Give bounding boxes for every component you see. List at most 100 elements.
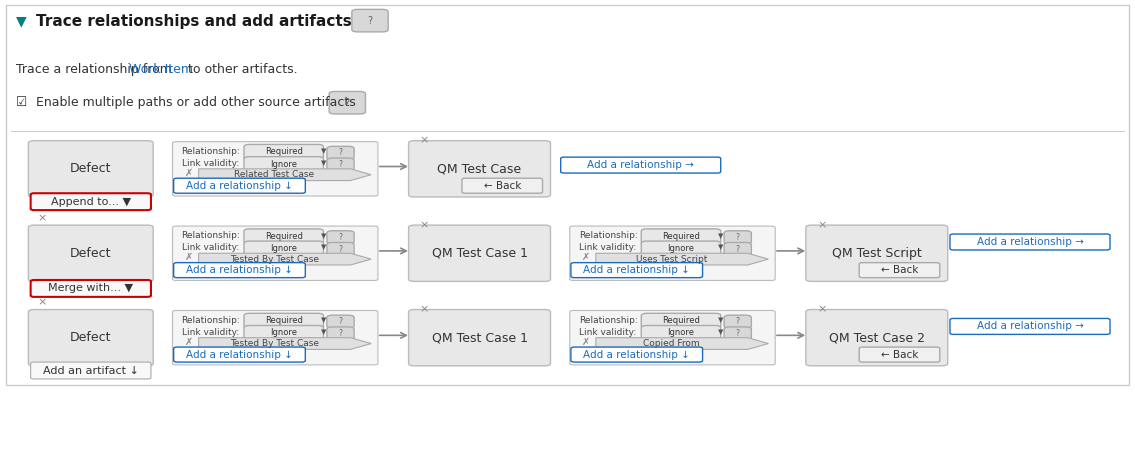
Text: QM Test Case: QM Test Case — [437, 162, 522, 175]
FancyBboxPatch shape — [327, 327, 354, 340]
Text: ▼: ▼ — [321, 233, 327, 239]
FancyBboxPatch shape — [28, 310, 153, 366]
Text: Tested By Test Case: Tested By Test Case — [230, 339, 319, 348]
Text: Ignore: Ignore — [270, 244, 297, 253]
FancyBboxPatch shape — [724, 242, 751, 256]
FancyBboxPatch shape — [244, 325, 323, 340]
Text: Ignore: Ignore — [270, 328, 297, 338]
Text: Uses Test Script: Uses Test Script — [636, 255, 707, 264]
FancyBboxPatch shape — [641, 229, 721, 244]
FancyBboxPatch shape — [28, 225, 153, 281]
FancyBboxPatch shape — [327, 231, 354, 244]
FancyBboxPatch shape — [724, 327, 751, 340]
FancyBboxPatch shape — [31, 280, 151, 297]
Text: ?: ? — [735, 233, 740, 242]
Text: Add a relationship ↓: Add a relationship ↓ — [186, 265, 293, 275]
FancyBboxPatch shape — [806, 225, 948, 281]
Text: ?: ? — [735, 244, 740, 254]
Text: ×: × — [37, 297, 47, 308]
Text: QM Test Case 1: QM Test Case 1 — [431, 247, 528, 260]
Polygon shape — [596, 253, 768, 265]
Text: ?: ? — [338, 329, 343, 338]
Polygon shape — [199, 253, 371, 265]
Text: Relationship:: Relationship: — [579, 316, 638, 325]
FancyBboxPatch shape — [724, 315, 751, 328]
Text: ← Back: ← Back — [881, 265, 918, 275]
Polygon shape — [199, 169, 371, 181]
Text: Defect: Defect — [70, 162, 111, 175]
Text: ▼: ▼ — [321, 245, 327, 250]
Text: ▼: ▼ — [321, 329, 327, 335]
FancyBboxPatch shape — [641, 325, 721, 340]
FancyBboxPatch shape — [409, 141, 550, 197]
Text: Link validity:: Link validity: — [579, 243, 636, 252]
FancyBboxPatch shape — [641, 313, 721, 328]
FancyBboxPatch shape — [244, 157, 323, 172]
Text: Required: Required — [662, 316, 700, 325]
FancyBboxPatch shape — [806, 310, 948, 366]
FancyBboxPatch shape — [641, 241, 721, 256]
Text: Required: Required — [264, 232, 303, 241]
Text: ×: × — [817, 220, 826, 230]
FancyBboxPatch shape — [173, 226, 378, 280]
Text: ×: × — [420, 304, 429, 315]
Text: ✗: ✗ — [185, 167, 193, 178]
Text: Relationship:: Relationship: — [182, 147, 241, 156]
Text: ×: × — [37, 213, 47, 223]
Text: QM Test Case 1: QM Test Case 1 — [431, 331, 528, 344]
FancyBboxPatch shape — [570, 226, 775, 280]
Text: ✗: ✗ — [582, 252, 590, 262]
Polygon shape — [199, 338, 371, 349]
Text: Relationship:: Relationship: — [579, 231, 638, 241]
Text: ×: × — [420, 220, 429, 230]
Text: ▼: ▼ — [321, 160, 327, 166]
FancyBboxPatch shape — [571, 347, 703, 362]
Text: Required: Required — [264, 147, 303, 157]
FancyBboxPatch shape — [724, 231, 751, 244]
Text: ✗: ✗ — [582, 336, 590, 347]
Text: Ignore: Ignore — [667, 244, 695, 253]
Text: ▼: ▼ — [321, 149, 327, 154]
Text: Link validity:: Link validity: — [182, 159, 238, 168]
FancyBboxPatch shape — [327, 158, 354, 171]
Text: ?: ? — [338, 244, 343, 254]
Text: Work Item: Work Item — [129, 63, 193, 76]
FancyBboxPatch shape — [174, 263, 305, 278]
Text: ?: ? — [338, 148, 343, 158]
Text: Copied From: Copied From — [644, 339, 700, 348]
Polygon shape — [596, 338, 768, 349]
Text: Enable multiple paths or add other source artifacts: Enable multiple paths or add other sourc… — [36, 96, 356, 109]
Text: Defect: Defect — [70, 247, 111, 260]
FancyBboxPatch shape — [174, 178, 305, 193]
Text: ×: × — [817, 304, 826, 315]
Text: QM Test Case 2: QM Test Case 2 — [829, 331, 925, 344]
Text: ▼: ▼ — [16, 14, 26, 28]
Text: ?: ? — [735, 329, 740, 338]
Text: Trace a relationship from: Trace a relationship from — [16, 63, 176, 76]
Text: Link validity:: Link validity: — [579, 327, 636, 337]
FancyBboxPatch shape — [859, 347, 940, 362]
Text: ← Back: ← Back — [484, 181, 521, 191]
FancyBboxPatch shape — [571, 263, 703, 278]
Text: Ignore: Ignore — [270, 159, 297, 169]
Text: ?: ? — [735, 317, 740, 326]
Text: ▼: ▼ — [718, 245, 724, 250]
Text: ▼: ▼ — [718, 318, 724, 323]
Text: ▼: ▼ — [718, 233, 724, 239]
Text: Tested By Test Case: Tested By Test Case — [230, 255, 319, 264]
FancyBboxPatch shape — [173, 142, 378, 196]
Text: ?: ? — [338, 160, 343, 169]
FancyBboxPatch shape — [174, 347, 305, 362]
FancyBboxPatch shape — [244, 313, 323, 328]
FancyBboxPatch shape — [244, 229, 323, 244]
Text: Link validity:: Link validity: — [182, 327, 238, 337]
FancyBboxPatch shape — [462, 178, 543, 193]
FancyBboxPatch shape — [327, 242, 354, 256]
Text: Required: Required — [662, 232, 700, 241]
Text: Related Test Case: Related Test Case — [235, 170, 314, 179]
FancyBboxPatch shape — [950, 318, 1110, 334]
FancyBboxPatch shape — [409, 310, 550, 366]
Text: Add a relationship ↓: Add a relationship ↓ — [186, 349, 293, 360]
Text: Add a relationship →: Add a relationship → — [976, 237, 1084, 247]
FancyBboxPatch shape — [950, 234, 1110, 250]
